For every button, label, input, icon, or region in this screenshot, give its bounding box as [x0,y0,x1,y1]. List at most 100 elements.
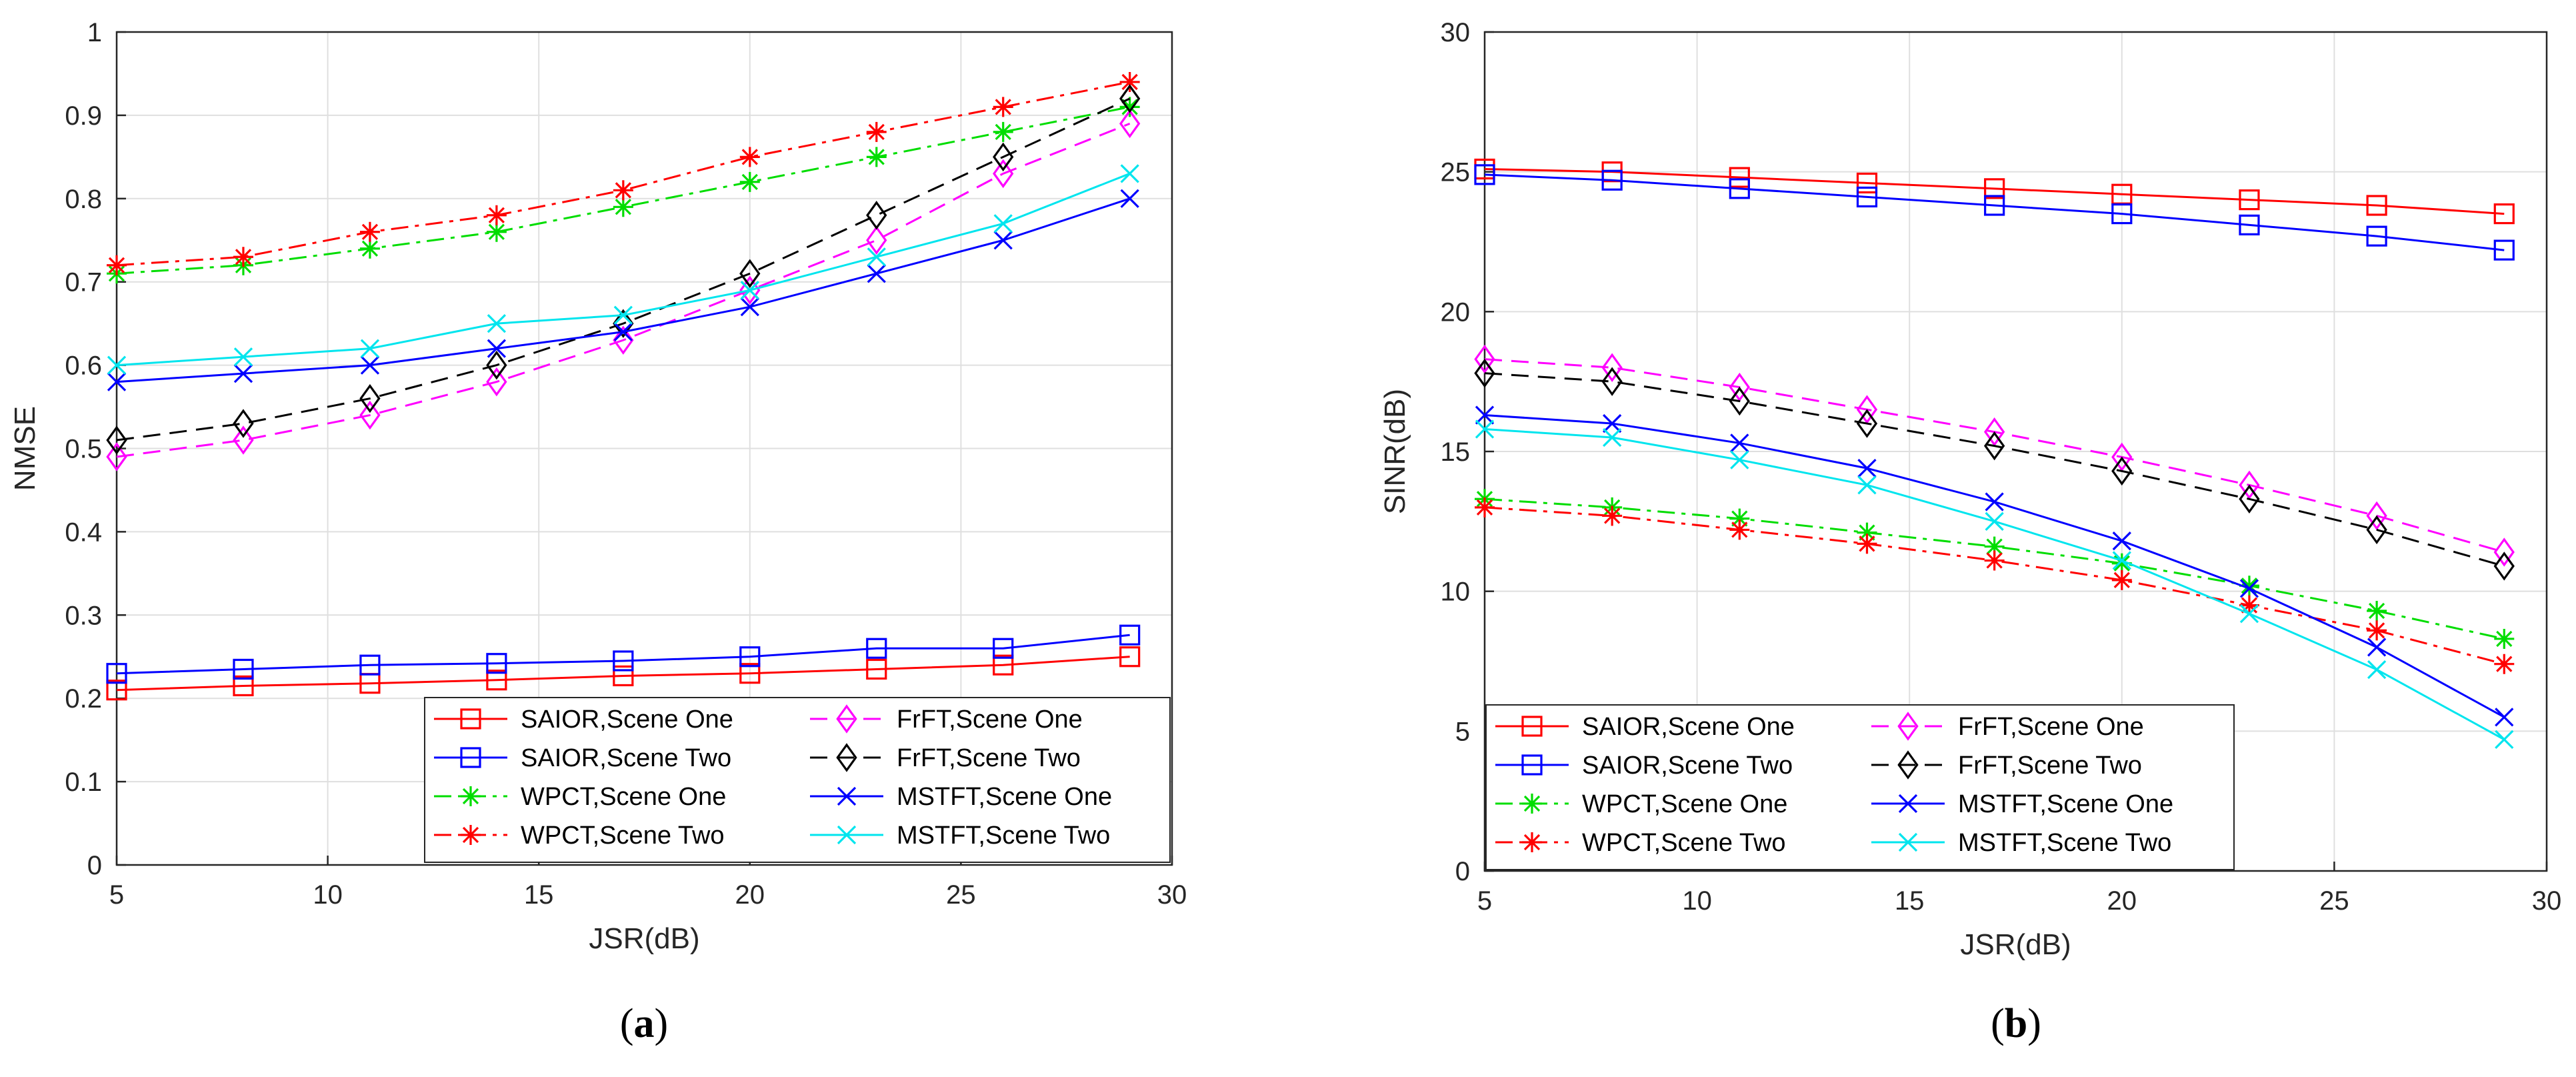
data-point-shape [106,442,127,471]
data-point [2239,470,2260,500]
data-point-shape [233,347,253,367]
data-point-shape [1603,413,1622,433]
data-point-shape [866,658,887,680]
data-point-shape [993,654,1014,676]
legend-label: FrFT,Scene One [1958,713,2144,741]
legend-label: SAIOR,Scene Two [521,744,731,772]
legend-marker [461,786,481,806]
data-point-shape [993,638,1014,659]
data-point [486,367,507,397]
data-point-shape [107,372,127,391]
data-point-shape [486,205,507,225]
data-point-shape [106,425,127,455]
data-point-shape [359,654,381,676]
data-point-shape [1729,508,1750,529]
data-point-shape [2366,515,2387,545]
y-tick-label: 0.4 [65,517,102,547]
data-point-shape [2239,579,2259,598]
data-point-shape [359,238,380,259]
data-point-shape [2367,638,2387,657]
series-mstft-scene-one [107,189,1139,391]
data-point [233,675,254,697]
data-point-shape [2239,214,2260,235]
series-line [1484,427,2505,741]
data-point-shape [740,297,759,317]
legend-label: MSTFT,Scene One [1958,790,2173,818]
data-point-shape [1119,109,1141,139]
data-point [613,650,634,672]
data-point [739,171,760,192]
x-tick-label: 25 [2319,886,2349,916]
data-point-shape [1985,492,2004,511]
data-point-shape [2239,604,2259,624]
legend-entry: SAIOR,Scene One [434,706,733,734]
data-point [1119,109,1141,139]
legend-entry: MSTFT,Scene Two [810,822,1110,850]
data-point [1730,433,1749,453]
data-point [1857,533,1877,554]
series-saior-scene-two [106,624,1141,684]
data-point-shape [613,309,634,338]
data-point [1857,522,1877,543]
data-point [866,225,887,255]
data-point [2493,203,2515,225]
data-point [486,205,507,225]
legend-entry: WPCT,Scene Two [434,822,725,850]
legend-marker [837,786,857,806]
data-point-shape [2239,470,2260,500]
data-point [1984,536,2005,557]
data-point [2366,501,2387,531]
x-axis-label: JSR(dB) [589,922,699,955]
data-point [739,663,761,684]
data-point-shape [1857,533,1877,554]
data-point [1475,419,1495,439]
data-point [487,314,507,333]
data-point-shape [613,325,634,355]
data-point [613,305,633,325]
data-point-shape [613,665,634,687]
data-point-shape [1119,624,1141,646]
data-point [1857,459,1877,478]
data-point-shape [233,425,254,455]
data-point [866,658,887,680]
data-point [2495,730,2514,750]
x-tick-label: 10 [313,880,343,910]
data-point-shape [866,638,887,659]
legend-marker-shape [1898,794,1918,814]
y-tick-label: 20 [1441,297,1471,327]
data-point-shape [1857,522,1877,543]
y-tick-label: 25 [1441,158,1471,187]
data-point-shape [486,350,507,380]
series-mstft-scene-two [1475,419,2514,750]
legend-entry: FrFT,Scene One [810,704,1083,734]
data-point-shape [993,231,1013,250]
legend-label: WPCT,Scene Two [521,822,725,850]
data-point [993,97,1013,117]
data-point [1983,431,2005,461]
data-point-shape [866,225,887,255]
y-tick-label: 0.1 [65,768,102,797]
legend: SAIOR,Scene One SAIOR,Scene Two WPCT,Scene… [1485,704,2235,870]
series-saior-scene-one [1474,158,2515,225]
data-point [613,180,633,201]
data-point [993,121,1013,142]
legend-label: FrFT,Scene Two [1958,752,2142,780]
data-point-shape [1601,353,1623,382]
data-point [2366,195,2387,216]
x-tick-label: 15 [1895,886,1925,916]
data-point-shape [1729,178,1750,199]
legend-entry: WPCT,Scene One [434,783,726,811]
data-point [1474,344,1495,374]
data-point [2367,620,2387,641]
series-line [1484,167,2505,215]
legend-entry: MSTFT,Scene One [1871,790,2173,818]
data-point-shape [106,680,127,701]
data-point [107,355,127,375]
data-point [993,654,1014,676]
data-point-shape [1119,646,1141,668]
data-point-shape [2111,553,2132,574]
data-point-shape [1601,169,1623,191]
data-point [1603,427,1622,447]
data-point [233,247,253,267]
data-point [1729,178,1750,199]
